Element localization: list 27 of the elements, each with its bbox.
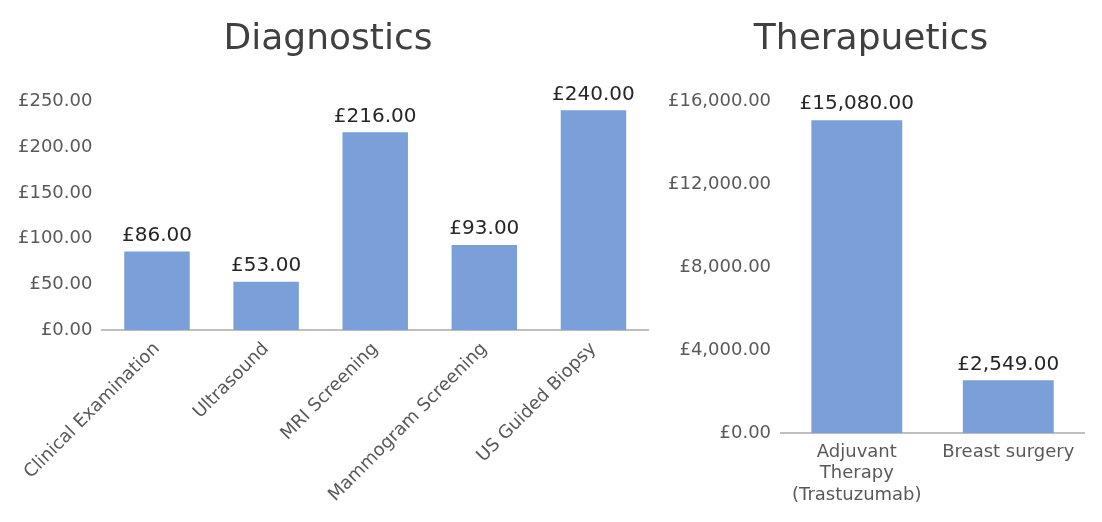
data-label: £93.00	[449, 215, 520, 240]
data-label: £2,549.00	[957, 350, 1060, 375]
x-tick-label: Adjuvant Therapy (Trastuzumab)	[792, 439, 922, 504]
chart-title: Therapuetics	[752, 15, 989, 57]
bar	[560, 110, 627, 331]
data-label: £53.00	[231, 251, 302, 276]
bar	[124, 251, 190, 331]
data-label: £240.00	[552, 80, 635, 105]
data-label: £216.00	[333, 102, 417, 127]
bar	[233, 281, 299, 331]
y-tick-label: £250.00	[18, 88, 93, 110]
y-tick-label: £50.00	[29, 272, 93, 294]
y-tick-label: £100.00	[18, 226, 93, 248]
y-tick-label: £12,000.00	[668, 171, 772, 193]
y-tick-label: £0.00	[40, 318, 93, 340]
chart-title: Diagnostics	[223, 15, 433, 57]
y-tick-label: £150.00	[18, 180, 93, 202]
data-label: £86.00	[122, 221, 192, 246]
data-label: £15,080.00	[799, 90, 915, 115]
y-tick-label: £8,000.00	[679, 254, 772, 276]
y-tick-label: £200.00	[18, 134, 93, 156]
y-tick-label: £4,000.00	[679, 337, 772, 359]
y-tick-label: £0.00	[719, 420, 772, 442]
bar	[342, 132, 408, 331]
x-tick-label: Breast surgery	[942, 439, 1075, 461]
bar	[451, 245, 518, 331]
y-tick-label: £16,000.00	[668, 88, 772, 110]
